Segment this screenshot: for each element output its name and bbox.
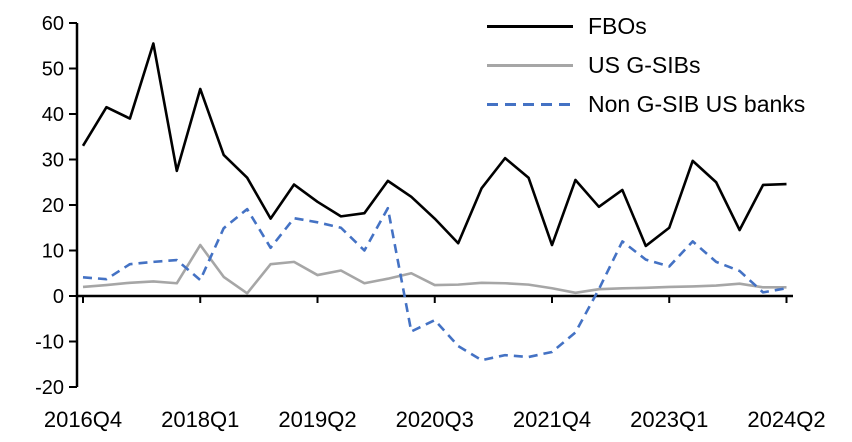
y-tick-label: 60 (42, 13, 64, 35)
non-gsib-us-banks-line-sample (487, 103, 573, 106)
y-tick-label: 10 (42, 241, 64, 263)
legend-item-non-gsib-us-banks: Non G-SIB US banks (487, 85, 805, 124)
y-tick-label: 30 (42, 150, 64, 172)
y-tick-label: 50 (42, 59, 64, 81)
series-line-us-g-sibs (82, 243, 787, 295)
fbos-line-sample (487, 25, 573, 28)
x-tick-label: 2023Q1 (630, 407, 708, 432)
x-tick-label: 2019Q2 (278, 407, 356, 432)
x-tick-label: 2021Q4 (513, 407, 591, 432)
series-line-fbos (81, 42, 787, 248)
legend-label-fbos: FBOs (588, 13, 647, 39)
x-tick-label: 2018Q1 (161, 407, 239, 432)
legend-item-us-gsibs: US G-SIBs (487, 46, 805, 85)
y-tick-label: 0 (53, 286, 64, 308)
x-tick-label: 2024Q2 (747, 407, 825, 432)
legend-item-fbos: FBOs (487, 7, 805, 46)
y-tick-label: -20 (35, 377, 64, 399)
y-tick-label: -10 (35, 332, 64, 354)
x-tick-label: 2016Q4 (44, 407, 122, 432)
legend: FBOs US G-SIBs Non G-SIB US banks (487, 7, 805, 124)
us-gsibs-line-sample (487, 64, 573, 67)
legend-label-us-gsibs: US G-SIBs (588, 52, 701, 78)
x-tick-label: 2020Q3 (396, 407, 474, 432)
y-tick-label: 20 (42, 195, 64, 217)
legend-label-non-gsib-us-banks: Non G-SIB US banks (588, 91, 806, 117)
y-tick-label: 40 (42, 104, 64, 126)
series-line-non-g-sib-us-banks (82, 206, 787, 362)
